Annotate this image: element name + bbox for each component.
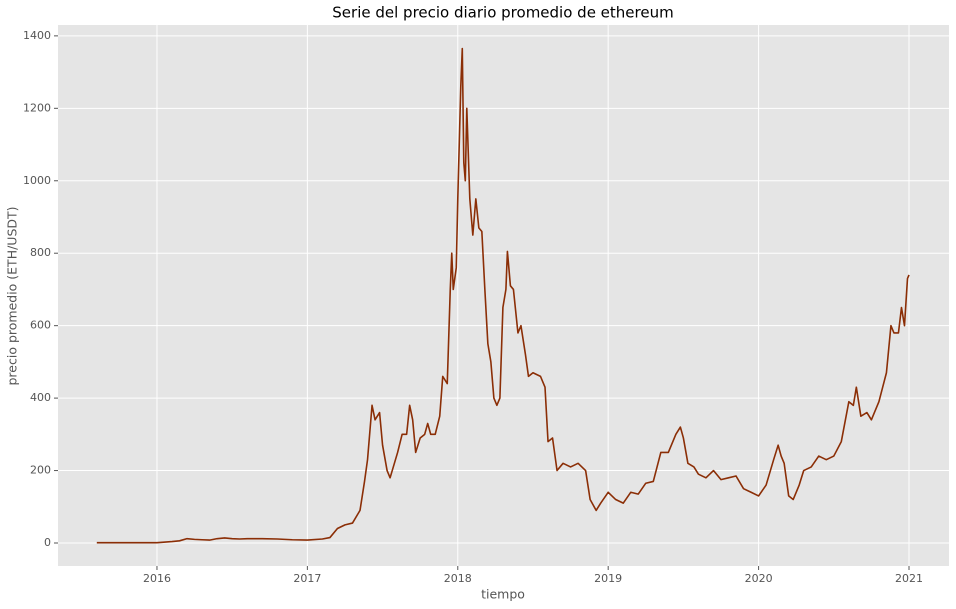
- chart-title: Serie del precio diario promedio de ethe…: [332, 4, 673, 22]
- y-tick-label: 200: [30, 464, 51, 477]
- x-tick-label: 2020: [745, 572, 773, 585]
- y-tick-label: 1000: [23, 174, 51, 187]
- y-tick-label: 800: [30, 246, 51, 259]
- x-axis-label: tiempo: [481, 587, 525, 602]
- y-tick-label: 1400: [23, 29, 51, 42]
- x-tick-label: 2017: [293, 572, 321, 585]
- y-tick-label: 0: [44, 536, 51, 549]
- y-axis-label: precio promedio (ETH/USDT): [5, 206, 20, 385]
- plot-area: [58, 25, 949, 566]
- x-tick-label: 2016: [143, 572, 171, 585]
- y-tick-label: 400: [30, 391, 51, 404]
- price-line: [96, 47, 910, 544]
- x-tick-label: 2021: [895, 572, 923, 585]
- x-tick-label: 2018: [444, 572, 472, 585]
- y-tick-label: 1200: [23, 101, 51, 114]
- x-tick-label: 2019: [594, 572, 622, 585]
- y-tick-label: 600: [30, 319, 51, 332]
